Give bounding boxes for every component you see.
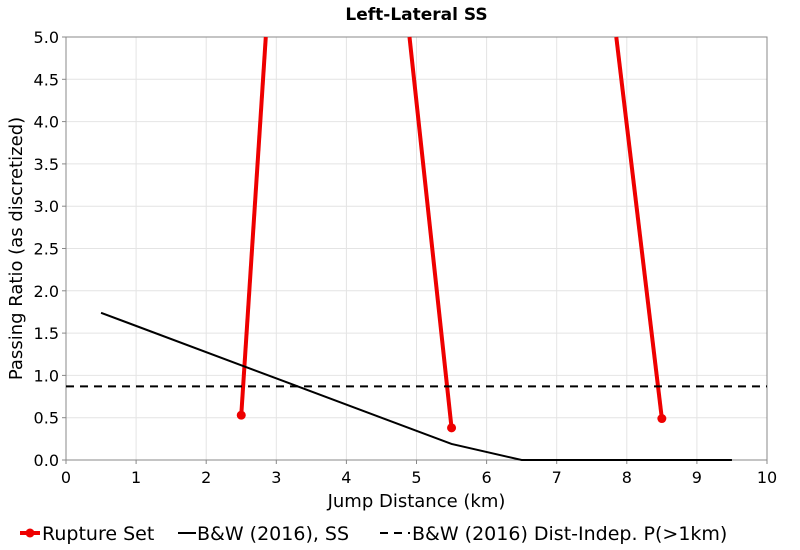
x-tick-label: 9	[692, 468, 702, 487]
x-axis-label: Jump Distance (km)	[327, 491, 506, 512]
x-tick-label: 5	[411, 468, 421, 487]
x-tick-label: 6	[482, 468, 492, 487]
y-axis-ticks: 0.0 0.5 1.0 1.5 2.0 2.5 3.0 3.5 4.0 4.5 5.0	[34, 28, 66, 470]
y-tick-label: 3.0	[34, 197, 59, 216]
legend-marker-rupture-set	[25, 528, 35, 538]
rupture-set-point	[447, 423, 457, 433]
x-tick-label: 8	[622, 468, 632, 487]
y-tick-label: 4.0	[34, 113, 59, 132]
y-tick-label: 2.5	[34, 240, 59, 259]
x-axis-ticks: 0 1 2 3 4 5 6 7 8 9 10	[61, 460, 777, 487]
y-axis-label: Passing Ratio (as discretized)	[6, 117, 27, 380]
y-tick-label: 1.0	[34, 366, 59, 385]
rupture-set-line	[614, 36, 664, 419]
rupture-set-point	[236, 410, 246, 420]
rupture-set-line	[407, 36, 454, 429]
x-tick-label: 10	[757, 468, 777, 487]
x-tick-label: 0	[61, 468, 71, 487]
series-layer	[66, 36, 767, 461]
y-tick-label: 0.0	[34, 451, 59, 470]
x-tick-label: 4	[341, 468, 351, 487]
y-tick-label: 0.5	[34, 409, 59, 428]
x-tick-label: 3	[271, 468, 281, 487]
legend-label-bw-dist-indep: B&W (2016) Dist-Indep. P(>1km)	[412, 523, 727, 545]
legend-label-bw-ss: B&W (2016), SS	[197, 523, 349, 545]
legend: Rupture Set B&W (2016), SS B&W (2016) Dist…	[20, 523, 727, 545]
rupture-set-point	[657, 414, 667, 424]
y-tick-label: 3.5	[34, 155, 59, 174]
y-tick-label: 5.0	[34, 28, 59, 47]
x-tick-label: 7	[552, 468, 562, 487]
y-tick-label: 2.0	[34, 282, 59, 301]
bw-ss-line	[100, 311, 732, 461]
rupture-set-line	[239, 36, 268, 416]
y-tick-label: 4.5	[34, 70, 59, 89]
x-tick-label: 2	[201, 468, 211, 487]
chart-title: Left-Lateral SS	[345, 5, 487, 25]
x-tick-label: 1	[131, 468, 141, 487]
y-tick-label: 1.5	[34, 324, 59, 343]
legend-label-rupture-set: Rupture Set	[42, 523, 154, 545]
